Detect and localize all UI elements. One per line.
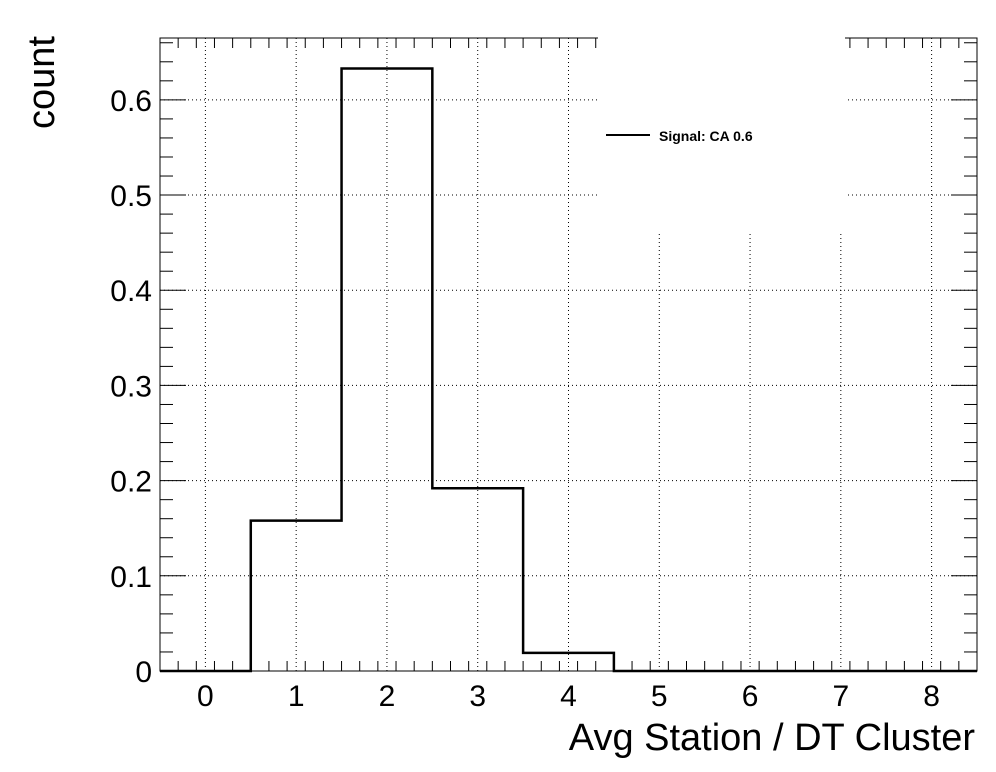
x-tick-label: 3: [469, 680, 486, 713]
x-tick-label: 0: [197, 680, 214, 713]
y-axis-tick-labels: 0 0.1 0.2 0.3 0.4 0.5 0.6: [110, 85, 152, 689]
y-tick-label: 0.1: [110, 561, 152, 594]
x-tick-label: 6: [742, 680, 759, 713]
legend-label: Signal: CA 0.6: [659, 128, 753, 144]
grid: [160, 38, 977, 671]
y-tick-label: 0: [135, 656, 152, 689]
x-tick-label: 8: [923, 680, 940, 713]
legend: Signal: CA 0.6: [598, 36, 845, 232]
y-tick-label: 0.2: [110, 466, 152, 499]
x-axis-tick-labels: 0 1 2 3 4 5 6 7 8: [197, 680, 940, 713]
x-tick-label: 2: [379, 680, 396, 713]
x-tick-label: 5: [651, 680, 668, 713]
x-tick-label: 4: [560, 680, 577, 713]
y-tick-label: 0.4: [110, 275, 152, 308]
x-axis-title: Avg Station / DT Cluster: [569, 717, 976, 759]
y-axis-title: count: [21, 36, 63, 129]
y-tick-label: 0.5: [110, 180, 152, 213]
x-tick-label: 7: [832, 680, 849, 713]
x-tick-label: 1: [288, 680, 305, 713]
histogram-series-line: [160, 67, 977, 673]
plot-frame: [159, 37, 978, 672]
y-tick-label: 0.6: [110, 85, 152, 118]
y-tick-label: 0.3: [110, 370, 152, 403]
